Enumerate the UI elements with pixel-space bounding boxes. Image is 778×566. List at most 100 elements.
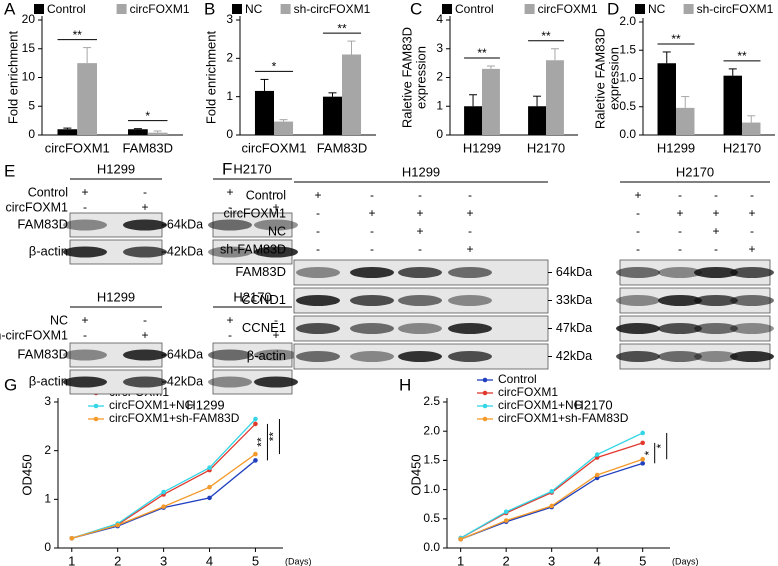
condition-sign: - [316,224,320,238]
y-axis-label: Raletive FAM83D [399,27,414,128]
blot-band [208,246,252,258]
blot-band [616,351,660,362]
panel-label: B [204,0,215,18]
y-tick-label: 0 [44,540,51,554]
condition-sign: - [370,224,374,238]
blot-band [350,295,394,306]
y-axis-label: Raletive FAM83D [592,28,607,129]
condition-sign: - [370,242,374,256]
y-tick-label: 1.0 [619,71,636,85]
condition-label: Control [28,185,68,199]
point [640,456,645,462]
legend-swatch [524,4,535,14]
legend-label: circFOXM1+sh-FAM83D [109,411,240,425]
y-tick-label: 2.0 [423,423,440,437]
legend-point [93,403,99,409]
condition-sign: - [636,224,640,238]
significance-label: ** [255,437,269,447]
point [253,416,258,422]
x-tick-label: 4 [206,553,213,566]
cell-line-label: H2170 [233,289,271,304]
x-tick-label: H1299 [463,140,501,155]
condition-label: circFOXM1 [224,206,287,220]
blot-band [296,351,340,362]
x-tick-label: FAM83D [317,140,368,155]
y-tick-label: 1 [436,98,443,112]
condition-sign: + [466,242,473,256]
legend-label: circFOXM1+sh-FAM83D [498,411,629,425]
condition-sign: - [468,188,472,202]
condition-sign: - [678,242,682,256]
significance-label: * [642,450,656,455]
condition-sign: - [678,224,682,238]
y-tick-label: 2 [436,70,443,84]
condition-sign: - [636,206,640,220]
panel-label: E [4,161,15,180]
y-tick-label: 1.0 [423,482,440,496]
blot-band [616,267,660,278]
point [69,535,75,541]
size-label: 42kDa [167,374,203,388]
size-label: 47kDa [556,321,592,335]
blot-band [254,246,298,258]
y-tick-label: 0.0 [423,540,440,554]
condition-sign: + [81,313,88,327]
series-line [460,458,643,540]
blot-band [730,295,774,306]
blot-band [208,219,252,231]
y-axis-label: Fold enrichment [5,31,20,125]
blot-strip [69,212,163,238]
legend-label: Control [455,2,494,16]
legend-label: sh-circFOXM1 [294,2,371,16]
condition-sign: - [750,188,754,202]
blot-band [123,376,167,388]
point [640,461,645,466]
blot-band [448,323,492,334]
bar [147,132,168,135]
blot-band [730,323,774,334]
condition-sign: + [466,206,473,220]
condition-sign: + [368,206,375,220]
series-line [71,459,256,539]
condition-label: circFOXM1 [6,200,69,214]
blot-band [448,351,492,362]
condition-sign: + [748,206,755,220]
y-axis-label: OD450 [19,454,34,495]
y-tick-label: 0.0 [619,127,636,141]
series-line [460,432,643,539]
x-tick-label: 2 [114,553,121,566]
legend-label: circFOXM1+NC [498,398,583,412]
series-line [71,418,256,539]
blot-band [398,351,442,362]
legend-swatch [280,4,291,14]
point [640,430,645,436]
x-tick-label: 3 [548,553,555,566]
protein-label: β-actin [29,373,68,388]
significance-label: * [145,109,150,123]
condition-sign: - [636,242,640,256]
blot-band [398,323,442,334]
point [549,503,554,509]
condition-sign: - [678,188,682,202]
condition-sign: - [468,224,472,238]
y-tick-label: 1 [226,89,233,103]
legend-swatch [232,4,242,14]
point [594,452,600,457]
legend-swatch [116,4,127,14]
blot-band [658,351,702,362]
legend-point [482,390,488,396]
blot-band [730,351,774,362]
protein-label: FAM83D [17,346,68,361]
y-tick-label: 0.5 [619,99,636,113]
blot-band [350,351,394,362]
condition-sign: + [272,200,279,214]
x-tick-label: 5 [639,553,646,566]
blot-band [730,267,774,278]
legend-point [482,416,488,422]
bar [57,129,78,135]
condition-sign: - [143,185,147,199]
legend-swatch [635,4,645,14]
condition-sign: + [634,188,641,202]
size-label: 42kDa [167,244,203,258]
